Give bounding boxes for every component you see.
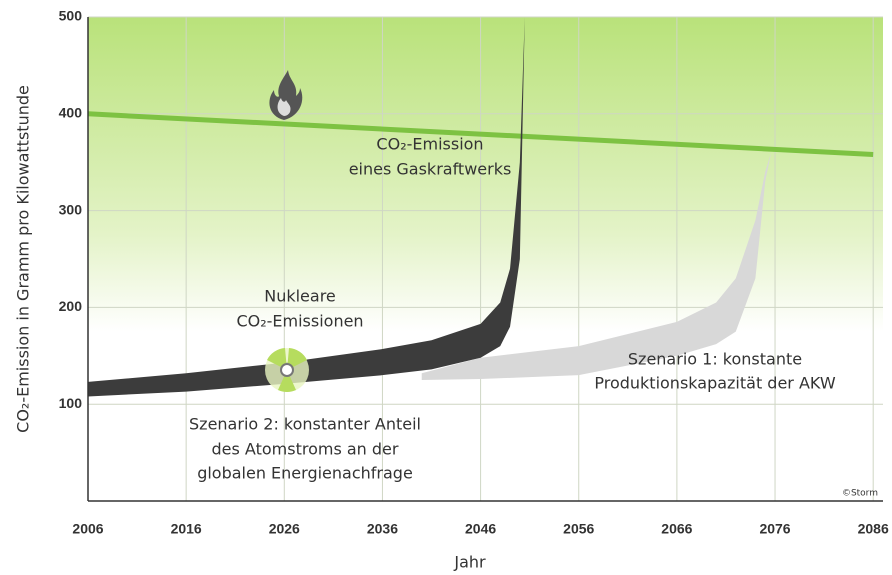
x-tick-label: 2026: [269, 521, 300, 537]
annotation: Produktionskapazität der AKW: [594, 374, 835, 393]
x-tick-label: 2006: [72, 521, 103, 537]
annotation: eines Gaskraftwerks: [349, 160, 512, 179]
annotation: Szenario 2: konstanter Anteil: [189, 415, 421, 434]
annotation: CO₂-Emissionen: [236, 312, 363, 331]
y-tick-label: 400: [59, 105, 83, 121]
annotation: globalen Energienachfrage: [197, 464, 413, 483]
annotation: Nukleare: [264, 287, 336, 306]
annotation: des Atomstroms an der: [212, 440, 399, 459]
y-tick-label: 200: [59, 298, 83, 314]
radiation-icon: [265, 348, 309, 392]
annotation: Szenario 1: konstante: [628, 350, 802, 369]
x-tick-label: 2076: [759, 521, 790, 537]
x-tick-label: 2046: [465, 521, 496, 537]
x-tick-label: 2086: [858, 521, 889, 537]
x-tick-label: 2036: [367, 521, 398, 537]
emission-band: [421, 152, 772, 380]
credit: ©Storm: [842, 489, 878, 499]
y-tick-label: 100: [59, 395, 83, 411]
x-axis-label: Jahr: [453, 553, 486, 572]
y-tick-label: 500: [59, 8, 83, 24]
x-tick-label: 2066: [661, 521, 692, 537]
x-tick-label: 2016: [171, 521, 202, 537]
y-tick-label: 300: [59, 201, 83, 217]
annotation: CO₂-Emission: [376, 135, 483, 154]
y-axis-label: CO₂-Emission in Gramm pro Kilowattstunde: [14, 85, 33, 433]
flame-icon: [269, 70, 303, 120]
x-tick-label: 2056: [563, 521, 594, 537]
gas-emission-line: [87, 111, 874, 157]
